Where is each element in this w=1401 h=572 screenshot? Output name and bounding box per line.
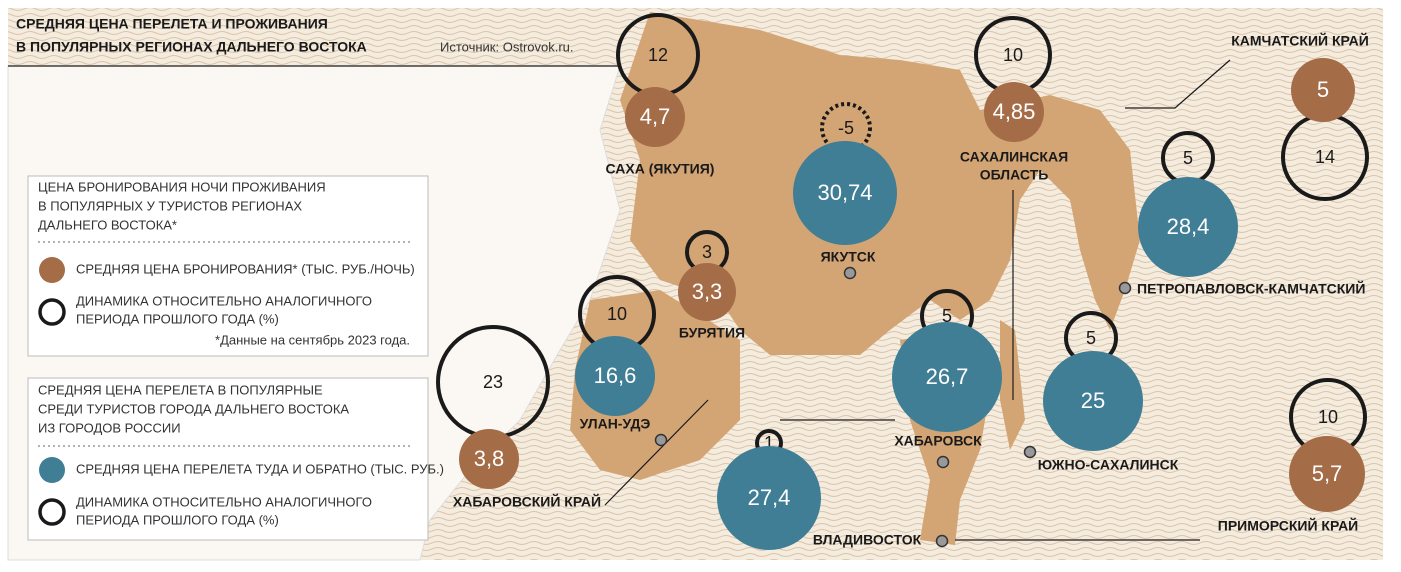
region-name: ХАБАРОВСКИЙ КРАЙ [453, 493, 601, 510]
price-bubble [717, 446, 821, 550]
region-name: ОБЛАСТЬ [980, 167, 1049, 183]
price-label: 25 [1081, 388, 1105, 413]
price-label: 28,4 [1167, 214, 1210, 239]
change-label: 5 [1086, 328, 1096, 348]
change-label: 5 [942, 306, 952, 326]
city-dot [1023, 445, 1037, 459]
price-label: 4,7 [640, 104, 671, 129]
change-label: -5 [838, 118, 854, 138]
city-name: ПЕТРОПАВЛОВСК-КАМЧАТСКИЙ [1137, 280, 1365, 297]
price-label: 5 [1317, 77, 1329, 102]
price-bubble [459, 429, 519, 489]
price-bubble [1291, 58, 1355, 122]
price-bubble [793, 141, 897, 245]
leader-lines [8, 59, 1231, 541]
city-dot [654, 433, 668, 447]
city-name: УЛАН-УДЭ [580, 416, 651, 432]
leader [1125, 59, 1231, 109]
legend-swatch [38, 298, 66, 326]
legend-heading: СРЕДИ ТУРИСТОВ ГОРОДА ДАЛЬНЕГО ВОСТОКА [38, 401, 349, 416]
price-label: 4,85 [993, 99, 1036, 124]
change-label: 14 [1315, 147, 1335, 167]
change-label: 1 [764, 433, 774, 453]
city-dot [935, 534, 949, 548]
legend-item: ПЕРИОДА ПРОШЛОГО ГОДА (%) [76, 311, 279, 326]
legend-heading: ЦЕНА БРОНИРОВАНИЯ НОЧИ ПРОЖИВАНИЯ [38, 179, 326, 194]
legend-heading: СРЕДНЯЯ ЦЕНА ПЕРЕЛЕТА В ПОПУЛЯРНЫЕ [38, 382, 323, 397]
price-label: 16,6 [594, 363, 637, 388]
legend-flight: СРЕДНЯЯ ЦЕНА ПЕРЕЛЕТА В ПОПУЛЯРНЫЕ СРЕДИ… [27, 377, 444, 541]
bubbles: 12 4,7 САХА (ЯКУТИЯ) 10 4,85 САХАЛИНСКАЯ ОБЛАС… [436, 13, 1369, 550]
price-bubble [892, 322, 1002, 432]
region-name: КАМЧАТСКИЙ КРАЙ [1231, 32, 1369, 49]
legend-item: ДИНАМИКА ОТНОСИТЕЛЬНО АНАЛОГИЧНОГО [76, 494, 372, 509]
legend-stay: ЦЕНА БРОНИРОВАНИЯ НОЧИ ПРОЖИВАНИЯ В ПОПУ… [27, 175, 429, 357]
region-name: САХАЛИНСКАЯ [960, 149, 1068, 165]
change-label: 10 [1003, 45, 1023, 65]
region-name: САХА (ЯКУТИЯ) [606, 161, 715, 177]
price-label: 3,8 [474, 446, 505, 471]
city-dot [843, 266, 857, 280]
region-name: ПРИМОРСКИЙ КРАЙ [1218, 517, 1359, 534]
price-bubble [1043, 351, 1143, 451]
region-name: БУРЯТИЯ [679, 325, 745, 341]
price-bubble [575, 336, 655, 416]
price-label: 3,3 [692, 279, 723, 304]
title: В ПОПУЛЯРНЫХ РЕГИОНАХ ДАЛЬНЕГО ВОСТОКА [16, 39, 367, 55]
city-name: ВЛАДИВОСТОК [813, 532, 922, 548]
legend-item: ДИНАМИКА ОТНОСИТЕЛЬНО АНАЛОГИЧНОГО [76, 293, 372, 308]
city-dot [936, 455, 950, 469]
change-label: 3 [702, 242, 712, 262]
title: СРЕДНЯЯ ЦЕНА ПЕРЕЛЕТА И ПРОЖИВАНИЯ [16, 16, 328, 32]
city-name: ЯКУТСК [821, 249, 876, 265]
legend-swatch [39, 257, 65, 283]
price-bubble [678, 263, 736, 321]
price-bubble [984, 82, 1044, 142]
price-bubble [1138, 177, 1238, 277]
change-label: 10 [1318, 407, 1338, 427]
price-label: 5,7 [1312, 461, 1343, 486]
price-bubble [1289, 436, 1365, 512]
leader [604, 399, 709, 506]
change-label: 10 [607, 304, 627, 324]
price-label: 27,4 [748, 485, 791, 510]
source: Источник: Ostrovok.ru. [440, 39, 574, 54]
legend-heading: ИЗ ГОРОДОВ РОССИИ [38, 420, 181, 435]
legend-item: СРЕДНЯЯ ЦЕНА ПЕРЕЛЕТА ТУДА И ОБРАТНО (ТЫ… [76, 461, 444, 476]
legend-note: *Данные на сентябрь 2023 года. [215, 332, 410, 347]
legend-swatch [38, 498, 66, 526]
legend-item: СРЕДНЯЯ ЦЕНА БРОНИРОВАНИЯ* (ТЫС. РУБ./НО… [76, 261, 415, 276]
price-label: 30,74 [817, 180, 872, 205]
price-bubble [625, 87, 685, 147]
change-label: 23 [483, 372, 503, 392]
legend-heading: В ПОПУЛЯРНЫХ У ТУРИСТОВ РЕГИОНАХ [38, 198, 302, 213]
city-dot [1118, 281, 1132, 295]
city-name: ЮЖНО-САХАЛИНСК [1038, 457, 1179, 473]
legend-swatch [39, 457, 65, 483]
legend-heading: ДАЛЬНЕГО ВОСТОКА* [38, 217, 177, 232]
change-label: 5 [1183, 148, 1193, 168]
city-name: ХАБАРОВСК [894, 433, 982, 449]
change-label: 12 [648, 45, 668, 65]
price-label: 26,7 [926, 364, 969, 389]
legend-item: ПЕРИОДА ПРОШЛОГО ГОДА (%) [76, 512, 279, 527]
